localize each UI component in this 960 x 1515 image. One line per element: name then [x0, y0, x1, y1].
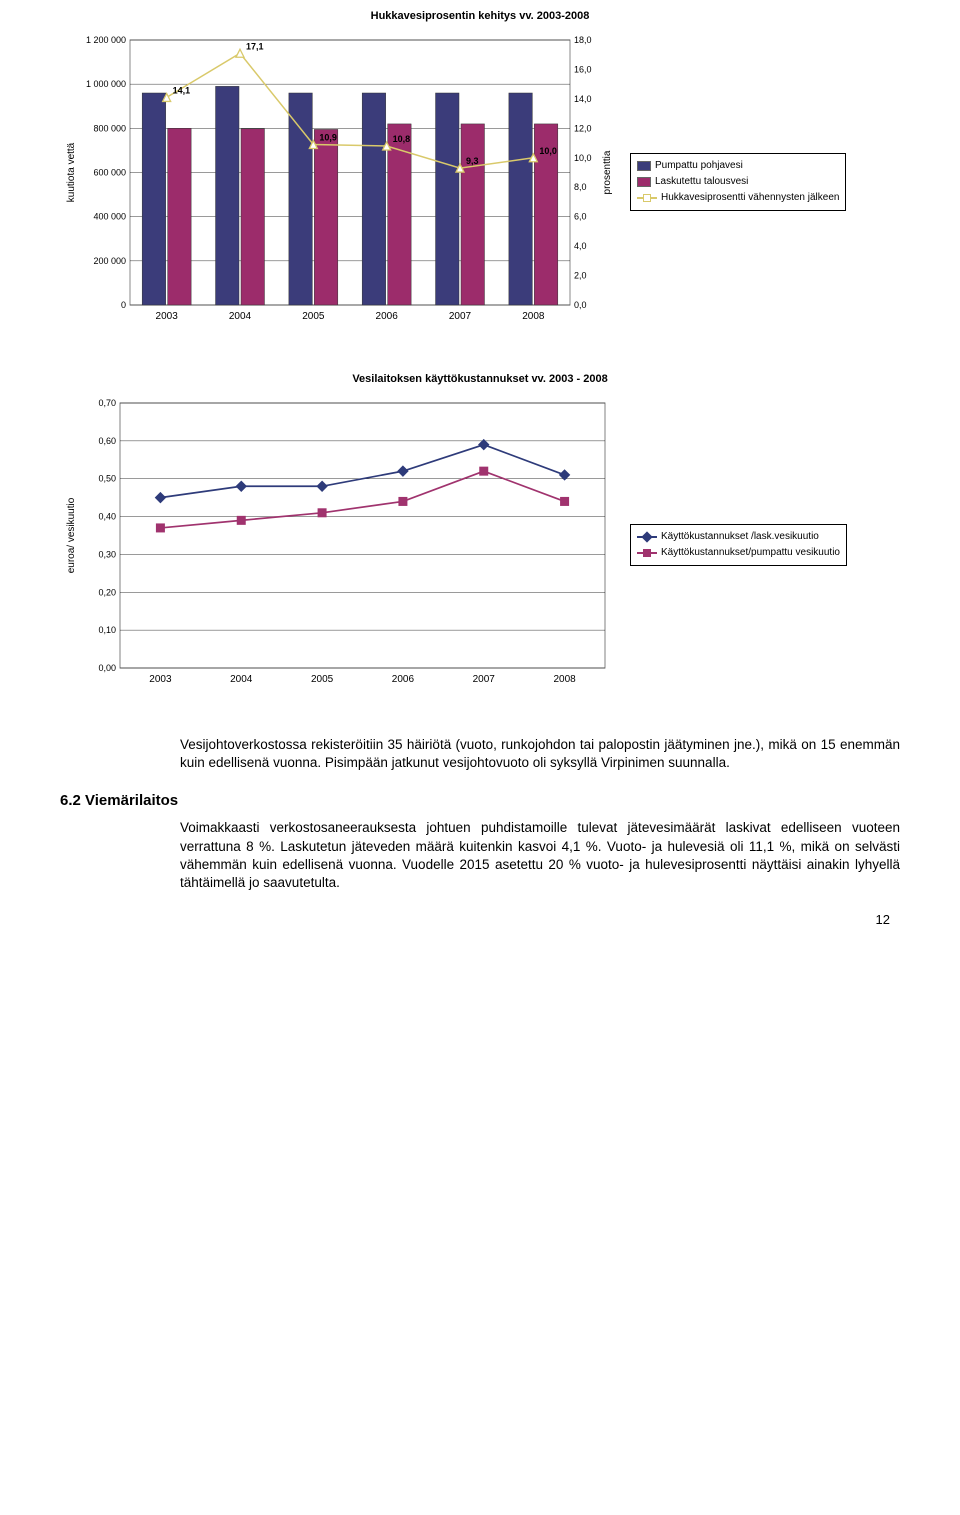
svg-text:2007: 2007: [473, 674, 496, 685]
svg-text:2,0: 2,0: [574, 271, 587, 281]
svg-text:10,0: 10,0: [539, 146, 557, 156]
svg-text:14,0: 14,0: [574, 94, 592, 104]
section-heading: 6.2 Viemärilaitos: [60, 792, 900, 809]
svg-text:8,0: 8,0: [574, 182, 587, 192]
svg-text:1 000 000: 1 000 000: [86, 79, 126, 89]
svg-text:2004: 2004: [229, 311, 252, 322]
svg-text:0,20: 0,20: [98, 587, 116, 597]
svg-text:18,0: 18,0: [574, 35, 592, 45]
svg-text:10,9: 10,9: [319, 133, 337, 143]
page-number: 12: [60, 912, 900, 927]
svg-text:2008: 2008: [553, 674, 576, 685]
chart-kustannukset: Vesilaitoksen käyttökustannukset vv. 200…: [60, 373, 900, 696]
svg-text:2007: 2007: [449, 311, 472, 322]
svg-text:0,70: 0,70: [98, 398, 116, 408]
paragraph-2: Voimakkaasti verkostosaneerauksesta joht…: [60, 819, 900, 892]
svg-text:2003: 2003: [156, 311, 179, 322]
svg-text:0,50: 0,50: [98, 474, 116, 484]
legend-lask: Käyttökustannukset /lask.vesikuutio: [661, 529, 819, 545]
chart1-legend: Pumpattu pohjavesi Laskutettu talousvesi…: [630, 153, 846, 211]
legend-pumpattu: Pumpattu pohjavesi: [655, 158, 743, 174]
svg-text:2008: 2008: [522, 311, 545, 322]
svg-text:10,8: 10,8: [393, 134, 411, 144]
svg-text:2005: 2005: [302, 311, 325, 322]
chart1-title: Hukkavesiprosentin kehitys vv. 2003-2008: [60, 10, 900, 22]
svg-text:0,0: 0,0: [574, 300, 587, 310]
svg-text:euroa/ vesikuutio: euroa/ vesikuutio: [66, 497, 77, 573]
svg-text:200 000: 200 000: [93, 256, 126, 266]
svg-text:2006: 2006: [392, 674, 415, 685]
svg-text:0: 0: [121, 300, 126, 310]
legend-laskutettu: Laskutettu talousvesi: [655, 174, 748, 190]
svg-text:4,0: 4,0: [574, 241, 587, 251]
svg-text:prosenttia: prosenttia: [602, 150, 613, 194]
svg-text:9,3: 9,3: [466, 156, 479, 166]
svg-text:12,0: 12,0: [574, 123, 592, 133]
svg-text:800 000: 800 000: [93, 123, 126, 133]
svg-text:14,1: 14,1: [173, 85, 191, 95]
svg-text:16,0: 16,0: [574, 64, 592, 74]
svg-text:600 000: 600 000: [93, 168, 126, 178]
paragraph-1: Vesijohtoverkostossa rekisteröitiin 35 h…: [60, 736, 900, 772]
chart2-title: Vesilaitoksen käyttökustannukset vv. 200…: [60, 373, 900, 385]
svg-text:10,0: 10,0: [574, 153, 592, 163]
legend-pumpattu2: Käyttökustannukset/pumpattu vesikuutio: [661, 545, 840, 561]
chart1-svg: 0 200 000 400 000 600 000 800 000 1 000 000 1 …: [60, 30, 620, 330]
svg-text:0,60: 0,60: [98, 436, 116, 446]
legend-line: Hukkavesiprosentti vähennysten jälkeen: [661, 190, 839, 206]
chart2-legend: Käyttökustannukset /lask.vesikuutio Käyt…: [630, 524, 847, 566]
svg-text:6,0: 6,0: [574, 212, 587, 222]
svg-text:kuutiota vettä: kuutiota vettä: [66, 142, 77, 202]
svg-text:2006: 2006: [376, 311, 399, 322]
svg-text:0,00: 0,00: [98, 663, 116, 673]
chart-hukkavesi: Hukkavesiprosentin kehitys vv. 2003-2008…: [60, 10, 900, 333]
svg-text:400 000: 400 000: [93, 212, 126, 222]
svg-text:17,1: 17,1: [246, 41, 264, 51]
svg-text:2003: 2003: [149, 674, 172, 685]
svg-text:2004: 2004: [230, 674, 253, 685]
chart2-svg: 0,00 0,10 0,20 0,30 0,40 0,50 0,60 0,70 euroa/ v…: [60, 393, 620, 693]
svg-text:2005: 2005: [311, 674, 334, 685]
svg-text:0,10: 0,10: [98, 625, 116, 635]
svg-text:0,40: 0,40: [98, 512, 116, 522]
svg-text:0,30: 0,30: [98, 549, 116, 559]
svg-text:1 200 000: 1 200 000: [86, 35, 126, 45]
